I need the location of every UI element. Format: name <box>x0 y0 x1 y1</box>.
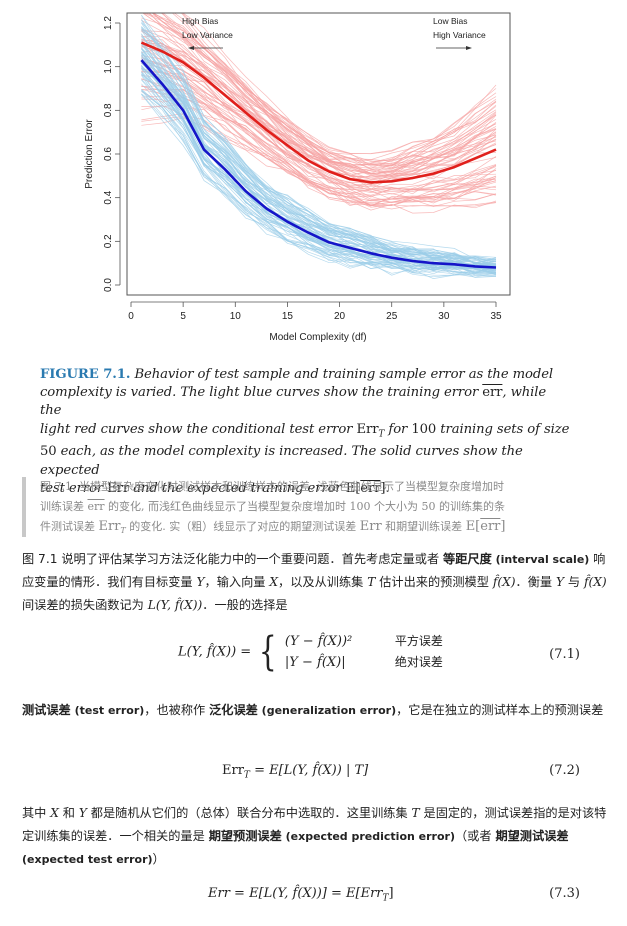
annotation-low-bias: Low Bias High Variance <box>433 16 486 50</box>
svg-text:25: 25 <box>386 311 398 322</box>
svg-text:0.2: 0.2 <box>103 234 114 248</box>
svg-text:30: 30 <box>438 311 450 322</box>
svg-text:High Bias: High Bias <box>182 16 218 26</box>
svg-text:Low Bias: Low Bias <box>433 16 468 26</box>
svg-text:Low Variance: Low Variance <box>182 30 233 40</box>
svg-text:1.2: 1.2 <box>103 16 114 30</box>
paragraph-expected-error: 其中 X 和 Y 都是随机从它们的（总体）联合分布中选取的．这里训练集 T 是固… <box>22 806 607 866</box>
figure-label: FIGURE 7.1. <box>40 367 131 382</box>
svg-text:5: 5 <box>180 311 186 322</box>
svg-text:0.0: 0.0 <box>103 278 114 292</box>
svg-text:1.0: 1.0 <box>103 59 114 73</box>
paragraph-test-error: 测试误差 (test error)，也被称作 泛化误差 (generalizat… <box>22 703 604 717</box>
svg-text:10: 10 <box>230 311 242 322</box>
left-brace-icon: { <box>259 629 277 675</box>
prediction-error-chart: 0 5 10 15 20 25 30 35 0.0 0.2 0.4 0.6 0.8 1.0 1.2 Mod… <box>84 12 511 343</box>
figure-caption-en: FIGURE 7.1. Behavior of test sample and … <box>40 367 570 496</box>
svg-text:20: 20 <box>334 311 346 322</box>
equation-7-2: ErrT = E[L(Y, f̂(X)) | T] (7.2) <box>222 763 580 781</box>
y-axis-label: Prediction Error <box>84 119 95 189</box>
svg-text:0: 0 <box>128 311 134 322</box>
svg-text:0.4: 0.4 <box>103 190 114 204</box>
paragraph-intro: 图 7.1 说明了评估某学习方法泛化能力中的一个重要问题．首先考虑定量或者 等距… <box>22 552 607 612</box>
equation-7-3: Err = E[L(Y, f̂(X))] = E[ErrT] (7.3) <box>208 886 580 904</box>
plot-frame <box>126 12 511 296</box>
mean-curves <box>140 41 497 269</box>
x-axis: 0 5 10 15 20 25 30 35 <box>128 301 502 322</box>
svg-text:15: 15 <box>282 311 294 322</box>
annotation-high-bias: High Bias Low Variance <box>182 16 233 50</box>
equation-number: (7.3) <box>549 886 580 901</box>
equation-7-1: L(Y, f̂(X)) = { (Y − f̂(X))² 平方误差 |Y − f̂… <box>178 629 580 675</box>
figure-7-1: 0 5 10 15 20 25 30 35 0.0 0.2 0.4 0.6 0.8 1.0 1.2 Mod… <box>40 12 569 496</box>
svg-text:High Variance: High Variance <box>433 30 486 40</box>
svg-text:35: 35 <box>490 311 502 322</box>
x-axis-label: Model Complexity (df) <box>269 332 366 343</box>
figure-caption-cn: 图 7.1. 当模型复杂度变化时测试样本和训练样本的误差. 浅蓝色曲线显示了当模… <box>22 477 615 537</box>
y-axis: 0.0 0.2 0.4 0.6 0.8 1.0 1.2 <box>103 16 121 292</box>
equation-number: (7.2) <box>549 763 580 778</box>
equation-number: (7.1) <box>549 647 580 662</box>
svg-text:0.6: 0.6 <box>103 147 114 161</box>
svg-text:0.8: 0.8 <box>103 103 114 117</box>
